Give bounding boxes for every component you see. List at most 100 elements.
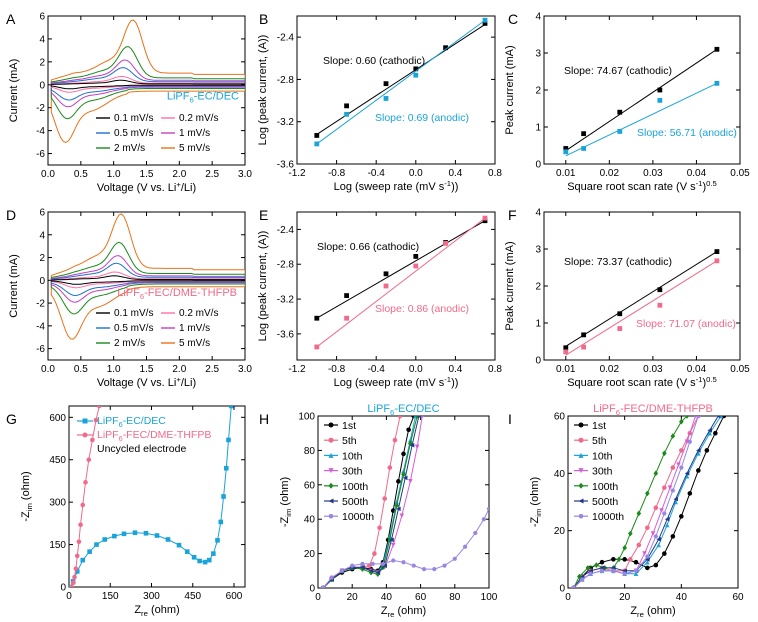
x-tick-label: -0.8	[328, 364, 346, 375]
data-point	[704, 448, 710, 453]
data-point	[74, 569, 80, 574]
data-point	[176, 542, 182, 548]
data-point	[443, 240, 448, 246]
data-point	[670, 465, 676, 470]
data-point	[69, 584, 75, 587]
fit-line	[316, 220, 486, 319]
panel-letter: I	[508, 411, 512, 427]
slope-annotation: Slope: 0.69 (anodic)	[375, 112, 469, 124]
data-point	[636, 542, 642, 548]
data-point	[645, 559, 650, 565]
panel-letter: G	[6, 411, 17, 427]
x-tick-label: 1.5	[140, 169, 154, 180]
data-point	[382, 496, 387, 501]
data-point	[375, 570, 381, 575]
x-axis-label: Zre (ohm)	[630, 605, 675, 619]
data-point	[679, 448, 684, 453]
legend-label-part: 6	[119, 420, 123, 429]
fit-line	[565, 251, 718, 347]
chart-title-part: 6	[616, 408, 620, 417]
data-point	[431, 567, 437, 572]
fit-line	[316, 217, 486, 348]
data-point	[360, 565, 365, 570]
cv-line-1-mV-s	[50, 255, 245, 303]
data-point	[339, 568, 345, 573]
legend-marker	[328, 514, 334, 519]
data-point	[581, 146, 587, 151]
y-axis-label: -Zim (ohm)	[279, 477, 293, 527]
data-point	[387, 465, 393, 470]
y-tick-label: -3.2	[277, 117, 295, 128]
data-point	[377, 525, 382, 531]
data-point	[617, 129, 623, 134]
data-point	[228, 406, 234, 409]
data-point	[696, 450, 701, 456]
x-tick-label: 1.0	[107, 169, 121, 180]
x-tick-label: 0.02	[600, 168, 620, 179]
y-tick-label: 3	[535, 49, 541, 60]
data-point	[80, 502, 86, 508]
data-point	[413, 72, 419, 78]
x-axis-label-part: ))	[451, 181, 458, 193]
x-tick-label: 40	[381, 592, 393, 603]
data-point	[622, 557, 627, 562]
y-tick-label: 300	[49, 498, 66, 509]
x-tick-label: 0.01	[556, 168, 576, 179]
data-point	[344, 103, 349, 109]
chart-panel-c: 0.01 0.02 0.03 0.04 0.05 0 1 2 3 4 Square root sca…	[504, 11, 750, 193]
y-axis-label: Current (mA)	[8, 254, 20, 318]
legend-label: 5th	[592, 435, 607, 447]
data-point	[594, 562, 599, 568]
x-tick-label: 1.0	[107, 364, 121, 375]
y-tick-label: 0	[39, 80, 45, 91]
x-axis-label: Square root scan rate (V s-1)0.5	[567, 375, 717, 389]
series-line	[573, 416, 688, 588]
data-point	[588, 571, 593, 576]
y-tick-label: 60	[554, 412, 566, 423]
data-point	[676, 462, 681, 468]
data-point	[71, 580, 76, 586]
data-point	[380, 561, 386, 566]
data-point	[684, 439, 690, 445]
data-point	[715, 416, 721, 419]
y-axis-label-part: -Z	[279, 516, 291, 527]
legend-label: 0.2 mV/s	[179, 113, 218, 124]
data-point	[408, 440, 413, 447]
data-point	[645, 490, 650, 497]
data-point	[221, 494, 226, 499]
y-tick-label: -4	[36, 321, 45, 332]
y-axis-label: Peak current (mA)	[504, 241, 516, 330]
x-tick-label: 0.4	[448, 364, 462, 375]
legend-marker	[82, 418, 88, 424]
legend-label-part: LiPF	[97, 429, 119, 441]
data-point	[657, 97, 663, 103]
data-point	[664, 522, 670, 528]
data-point	[673, 496, 678, 502]
legend-label: 0.5 mV/s	[114, 128, 153, 139]
data-point	[622, 571, 627, 576]
data-point	[383, 271, 389, 277]
legend-note: Uncycled electrode	[97, 443, 186, 455]
x-tick-label: 2.0	[172, 169, 186, 180]
data-point	[401, 471, 406, 478]
cv-line-5-mV-s	[50, 213, 245, 340]
y-axis-label-part: -Z	[20, 511, 32, 522]
x-tick-label: 0.8	[488, 168, 502, 179]
data-point	[375, 571, 381, 578]
y-tick-label: 6	[39, 12, 45, 23]
x-tick-label: 40	[676, 592, 688, 603]
y-axis-label: -Zim (ohm)	[20, 471, 34, 521]
x-tick-label: 2.5	[205, 364, 219, 375]
data-point	[320, 586, 326, 588]
legend-marker	[578, 514, 584, 519]
data-point	[112, 533, 117, 539]
legend-label: 100th	[592, 481, 618, 493]
x-axis-label: Zre (ohm)	[134, 604, 179, 618]
y-axis-label-part: (ohm)	[20, 471, 32, 503]
x-tick-label: 20	[347, 592, 359, 603]
data-point	[154, 533, 160, 538]
legend-label: 0.1 mV/s	[114, 308, 153, 319]
x-axis-label-part: Z	[134, 604, 141, 616]
cv-curves	[50, 19, 245, 144]
data-point	[645, 565, 650, 571]
